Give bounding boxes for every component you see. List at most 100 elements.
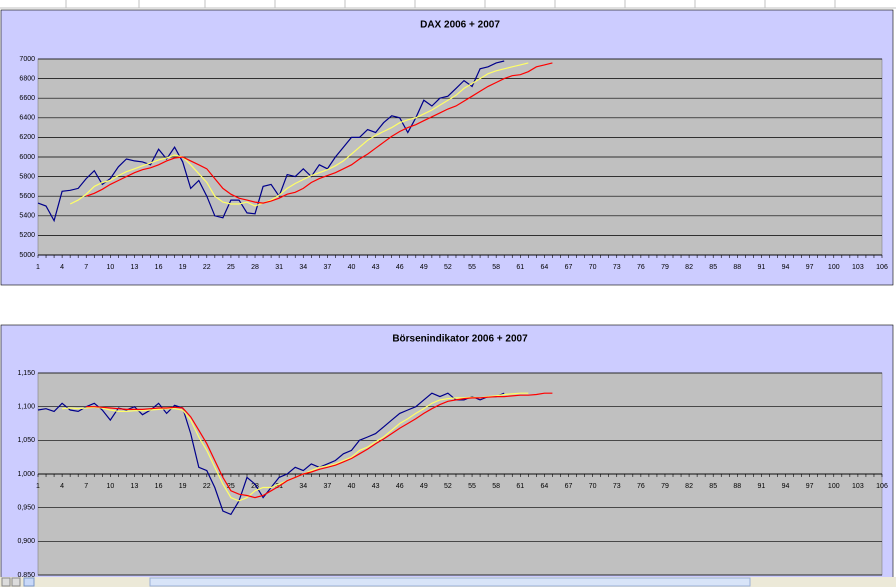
- x-tick-label: 52: [444, 264, 452, 271]
- x-tick-label: 85: [709, 483, 717, 490]
- x-tick-label: 19: [179, 264, 187, 271]
- x-tick-label: 25: [227, 483, 235, 490]
- x-tick-label: 103: [852, 483, 864, 490]
- y-tick-label: 1,000: [17, 471, 35, 478]
- series-line: [37, 60, 505, 223]
- charts: DAX 2006 + 2007 5000 5200 5400 5600 5800 6000 6…: [0, 9, 894, 587]
- x-tick-label: 58: [492, 264, 500, 271]
- x-tick-label: 43: [372, 264, 380, 271]
- x-tick-label: 64: [541, 264, 549, 271]
- y-tick-label: 5800: [19, 173, 35, 180]
- x-tick-label: 16: [155, 483, 163, 490]
- scroll-left[interactable]: [23, 577, 35, 587]
- x-tick-label: 91: [758, 264, 766, 271]
- y-tick-label: 5600: [19, 193, 35, 200]
- x-tick-label: 58: [492, 483, 500, 490]
- series-line: [85, 62, 553, 204]
- x-tick-label: 34: [299, 264, 307, 271]
- x-tick-label: 70: [589, 264, 597, 271]
- x-tick-label: 88: [733, 483, 741, 490]
- x-tick-label: 106: [876, 264, 888, 271]
- x-tick-label: 55: [468, 483, 476, 490]
- x-tick-label: 25: [227, 264, 235, 271]
- y-tick-label: 1,050: [17, 437, 35, 444]
- x-tick-label: 97: [806, 483, 814, 490]
- x-tick-label: 97: [806, 264, 814, 271]
- y-tick-label: 0,950: [17, 505, 35, 512]
- y-tick-label: 7000: [19, 56, 35, 63]
- scroll-thumb[interactable]: [149, 577, 751, 587]
- y-tick-label: 1,150: [17, 370, 35, 377]
- x-tick-label: 43: [372, 483, 380, 490]
- x-tick-label: 73: [613, 264, 621, 271]
- series-line: [86, 392, 553, 499]
- sheet-button[interactable]: [1, 577, 11, 587]
- x-tick-label: 40: [348, 483, 356, 490]
- x-tick-label: 19: [179, 483, 187, 490]
- x-tick-label: 10: [106, 264, 114, 271]
- y-tick-label: 0,900: [17, 538, 35, 545]
- x-tick-label: 106: [876, 483, 888, 490]
- y-tick-label: 1,100: [17, 404, 35, 411]
- x-tick-label: 13: [131, 483, 139, 490]
- x-tick-label: 103: [852, 264, 864, 271]
- x-tick-label: 100: [828, 483, 840, 490]
- x-tick-label: 13: [131, 264, 139, 271]
- x-tick-label: 79: [661, 483, 669, 490]
- x-tick-label: 94: [782, 264, 790, 271]
- x-tick-label: 37: [323, 264, 331, 271]
- x-tick-label: 88: [733, 264, 741, 271]
- x-tick-label: 91: [758, 483, 766, 490]
- y-tick-label: 6600: [19, 95, 35, 102]
- y-tick-label: 0,850: [17, 572, 35, 579]
- x-tick-label: 67: [565, 483, 573, 490]
- chart-title: Börsenindikator 2006 + 2007: [392, 334, 528, 345]
- chart-title: DAX 2006 + 2007: [420, 20, 500, 31]
- y-tick-label: 5200: [19, 232, 35, 239]
- x-tick-label: 4: [60, 483, 64, 490]
- x-tick-label: 82: [685, 483, 693, 490]
- x-tick-label: 10: [106, 483, 114, 490]
- x-tick-label: 1: [36, 483, 40, 490]
- x-tick-label: 46: [396, 264, 404, 271]
- x-tick-label: 28: [251, 483, 259, 490]
- x-tick-label: 37: [323, 483, 331, 490]
- x-tick-label: 22: [203, 483, 211, 490]
- x-tick-label: 85: [709, 264, 717, 271]
- x-tick-label: 76: [637, 264, 645, 271]
- x-tick-label: 67: [565, 264, 573, 271]
- x-tick-label: 79: [661, 264, 669, 271]
- x-tick-label: 64: [541, 483, 549, 490]
- y-tick-label: 6800: [19, 75, 35, 82]
- scrollbar: [0, 577, 896, 587]
- x-tick-label: 49: [420, 483, 428, 490]
- x-tick-label: 73: [613, 483, 621, 490]
- x-tick-label: 76: [637, 483, 645, 490]
- x-tick-label: 52: [444, 483, 452, 490]
- x-tick-label: 70: [589, 483, 597, 490]
- x-tick-label: 7: [84, 264, 88, 271]
- x-tick-label: 49: [420, 264, 428, 271]
- x-tick-label: 82: [685, 264, 693, 271]
- x-tick-label: 34: [299, 483, 307, 490]
- x-tick-label: 28: [251, 264, 259, 271]
- x-tick-label: 100: [828, 264, 840, 271]
- y-tick-label: 5400: [19, 213, 35, 220]
- column-strip: [0, 0, 896, 9]
- x-tick-label: 94: [782, 483, 790, 490]
- x-tick-label: 22: [203, 264, 211, 271]
- x-tick-label: 7: [84, 483, 88, 490]
- x-tick-label: 46: [396, 483, 404, 490]
- x-tick-label: 61: [516, 483, 524, 490]
- y-tick-label: 6000: [19, 154, 35, 161]
- y-tick-label: 6400: [19, 115, 35, 122]
- y-tick-label: 5000: [19, 252, 35, 259]
- y-tick-label: 6200: [19, 134, 35, 141]
- x-tick-label: 16: [155, 264, 163, 271]
- x-tick-label: 4: [60, 264, 64, 271]
- sheet-button[interactable]: [11, 577, 21, 587]
- series-line: [69, 62, 529, 207]
- x-tick-label: 40: [348, 264, 356, 271]
